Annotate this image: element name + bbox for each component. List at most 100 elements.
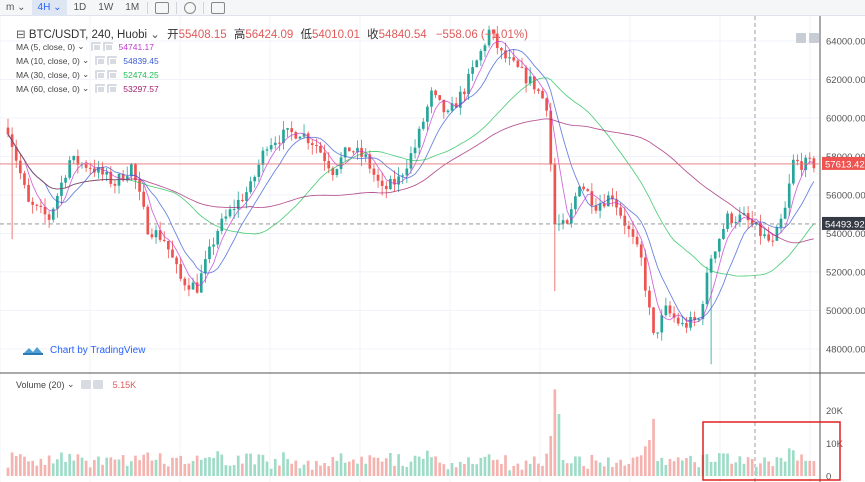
- volume-bar: [220, 454, 224, 476]
- candle-body: [549, 110, 553, 165]
- candle-body: [389, 178, 392, 190]
- volume-bar: [746, 457, 750, 476]
- low-label: 低: [300, 29, 312, 41]
- candle-body: [495, 33, 499, 49]
- volume-bar: [783, 461, 787, 476]
- volume-bar: [643, 446, 647, 476]
- volume-bar: [808, 460, 812, 476]
- volume-bar: [138, 460, 141, 476]
- volume-bar: [323, 463, 326, 476]
- candle-body: [51, 208, 55, 220]
- close-icon[interactable]: [107, 84, 118, 93]
- maximize-icon[interactable]: [809, 33, 819, 43]
- candle-body: [191, 282, 195, 290]
- volume-legend[interactable]: Volume (20) ⌄ 5.15K: [16, 379, 137, 390]
- ma-30-legend[interactable]: MA (30, close, 0) ⌄ 52474.25: [16, 69, 159, 80]
- close-icon[interactable]: [107, 56, 118, 65]
- candle-body: [162, 239, 166, 241]
- volume-bar: [27, 461, 30, 476]
- ma-60-label: MA (60, close, 0): [16, 83, 80, 94]
- ma-5-legend[interactable]: MA (5, close, 0) ⌄ 54741.17: [16, 41, 154, 52]
- volume-bar: [51, 463, 55, 476]
- toolbar-divider: [203, 1, 205, 14]
- interval-1d-button[interactable]: 1D: [73, 1, 87, 13]
- chart-type-icon[interactable]: [155, 1, 170, 14]
- volume-bar: [615, 462, 618, 476]
- candle-body: [783, 207, 787, 219]
- high-label: 高: [233, 29, 246, 41]
- close-icon[interactable]: [92, 380, 103, 389]
- price-chart[interactable]: 48000.00 50000.00 52000.00 54000.00 56000.00…: [0, 16, 865, 482]
- volume-bar: [97, 456, 100, 476]
- candle-body: [574, 196, 577, 210]
- volume-bar: [113, 459, 117, 476]
- crosshair-price-label: 54493.92: [825, 219, 865, 230]
- collapse-icon[interactable]: ⊟: [16, 29, 26, 41]
- volume-bar: [158, 453, 162, 476]
- candle-body: [487, 29, 491, 46]
- highlight-box: [702, 421, 841, 481]
- candle-body: [722, 228, 725, 239]
- volume-bar: [676, 457, 680, 476]
- volume-bar: [759, 463, 762, 476]
- move-down-icon[interactable]: [796, 33, 806, 43]
- candle-body: [158, 230, 162, 240]
- interval-1w-button[interactable]: 1W: [98, 1, 114, 13]
- ma-10-legend[interactable]: MA (10, close, 0) ⌄ 54839.45: [16, 55, 159, 66]
- volume-bar: [479, 457, 483, 476]
- volume-bar: [767, 461, 770, 476]
- candle-body: [138, 180, 141, 192]
- ma-60-legend[interactable]: MA (60, close, 0) ⌄ 53297.57: [16, 83, 159, 94]
- price-tick-label: 62000.00: [826, 75, 865, 86]
- eye-icon[interactable]: [95, 56, 106, 65]
- candle-body: [668, 305, 672, 314]
- volume-bar: [524, 460, 528, 476]
- eye-icon[interactable]: [90, 42, 101, 51]
- candle-body: [84, 163, 88, 168]
- close-icon[interactable]: [102, 42, 113, 51]
- symbol-legend: ⊟ BTC/USDT, 240, Huobi ⌄ 开55408.15 高5642…: [16, 26, 528, 42]
- candle-body: [405, 168, 409, 176]
- interval-4h-dropdown[interactable]: 4H ⌄: [31, 0, 68, 16]
- candle-body: [771, 240, 775, 242]
- volume-bar: [167, 466, 170, 476]
- volume-bar: [426, 450, 429, 476]
- volume-bar: [64, 461, 67, 476]
- eye-icon[interactable]: [80, 380, 91, 389]
- volume-bar: [421, 458, 425, 476]
- candle-body: [14, 146, 18, 161]
- candle-body: [64, 177, 67, 183]
- volume-bar: [565, 463, 569, 476]
- price-tick-label: 48000.00: [826, 344, 865, 355]
- settings-icon[interactable]: [184, 1, 197, 14]
- interval-1m-button[interactable]: 1M: [125, 1, 140, 13]
- chevron-down-icon[interactable]: ⌄: [150, 29, 160, 41]
- eye-icon[interactable]: [95, 84, 106, 93]
- candle-body: [442, 99, 446, 113]
- candle-body: [109, 171, 113, 184]
- last-price-label: 57613.42: [825, 159, 865, 170]
- volume-bar: [35, 465, 39, 476]
- toolbar-divider: [147, 1, 149, 14]
- candle-body: [524, 67, 528, 84]
- candle-body: [171, 249, 174, 258]
- price-tick-label: 64000.00: [826, 37, 865, 48]
- ma-5-line: [7, 40, 815, 323]
- candle-body: [409, 153, 413, 169]
- ma-60-value: 53297.57: [123, 83, 159, 94]
- close-icon[interactable]: [107, 70, 118, 79]
- screenshot-icon[interactable]: [211, 1, 226, 14]
- candle-body: [187, 285, 191, 290]
- volume-bar: [417, 456, 421, 476]
- volume-bar: [376, 457, 380, 476]
- volume-bar: [709, 461, 713, 476]
- interval-minute-dropdown[interactable]: m ⌄: [0, 0, 32, 16]
- tradingview-branding[interactable]: Chart by TradingView: [22, 344, 145, 356]
- candle-body: [216, 230, 220, 245]
- candle-body: [627, 225, 631, 230]
- eye-icon[interactable]: [95, 70, 106, 79]
- candle-body: [685, 323, 688, 328]
- volume-bar: [343, 462, 347, 476]
- candle-body: [113, 183, 117, 186]
- candle-body: [130, 164, 133, 177]
